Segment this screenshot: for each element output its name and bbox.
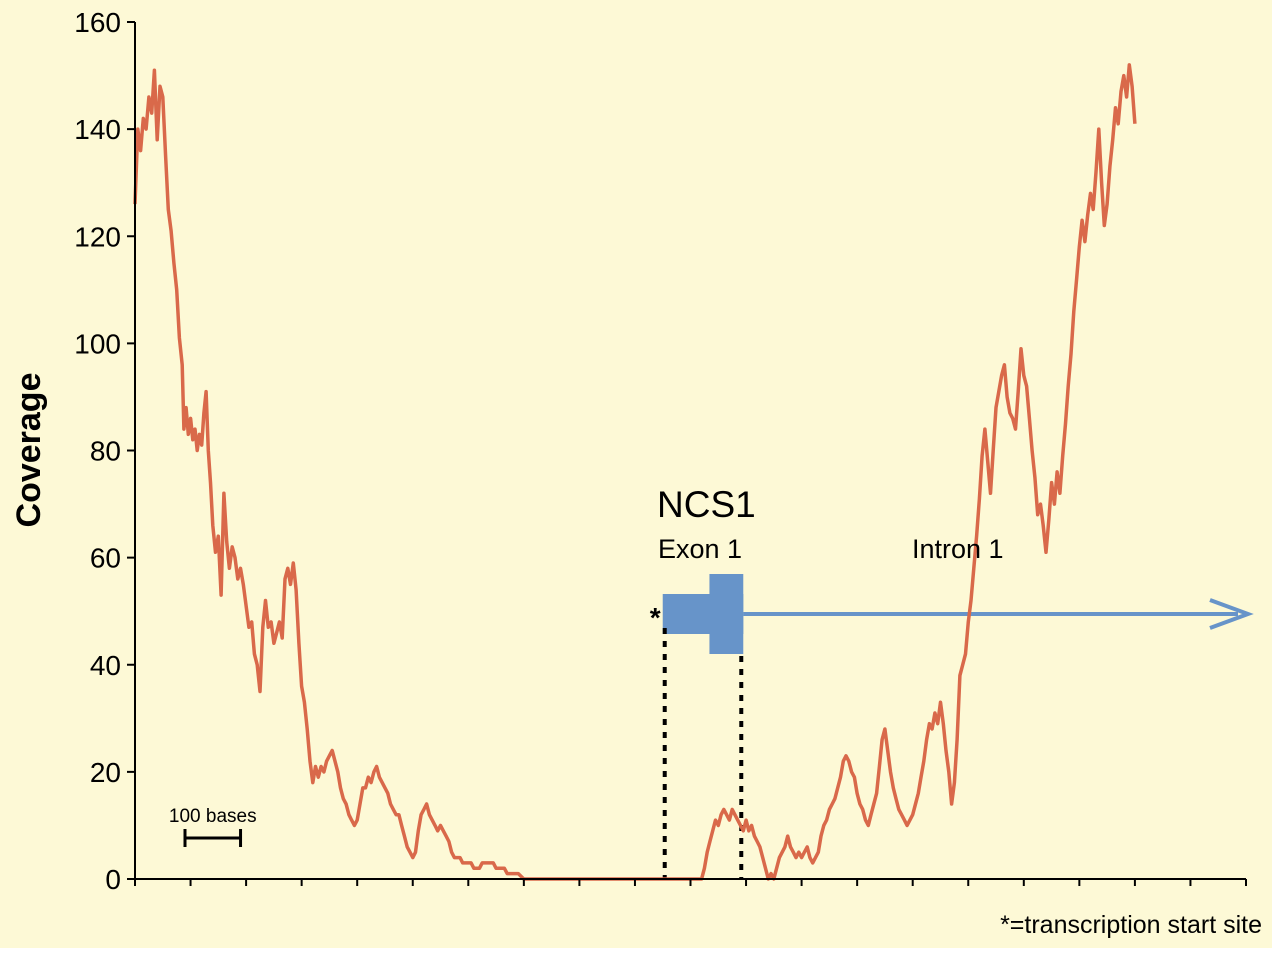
gene-name-label: NCS1	[657, 484, 756, 525]
tss-marker: *	[650, 602, 661, 633]
exon-label: Exon 1	[658, 534, 742, 564]
scale-bar-label: 100 bases	[169, 806, 257, 827]
intron-label: Intron 1	[912, 534, 1004, 564]
y-tick-label: 60	[90, 543, 121, 574]
y-tick-label: 80	[90, 436, 121, 467]
y-tick-label: 100	[74, 328, 121, 359]
axes: 0 20 40 60 80 100 120 140 160	[74, 7, 1247, 895]
y-axis-label: Coverage	[10, 373, 48, 528]
y-tick-label: 0	[105, 864, 121, 895]
coverage-series	[133, 63, 1137, 881]
y-tick-label: 140	[74, 114, 121, 145]
y-tick-label: 160	[74, 7, 121, 38]
footnote: *=transcription start site	[1000, 911, 1262, 939]
y-tick-label: 120	[74, 221, 121, 252]
labels: Coverage NCS1 Exon 1 Intron 1 * 100 base…	[10, 373, 1262, 939]
coverage-line	[133, 63, 1137, 881]
exon-coding-block	[709, 574, 744, 654]
intron-arrowhead	[1209, 598, 1254, 630]
y-tick-label: 40	[90, 650, 121, 681]
y-tick-label: 20	[90, 757, 121, 788]
gene-model	[662, 574, 1254, 879]
